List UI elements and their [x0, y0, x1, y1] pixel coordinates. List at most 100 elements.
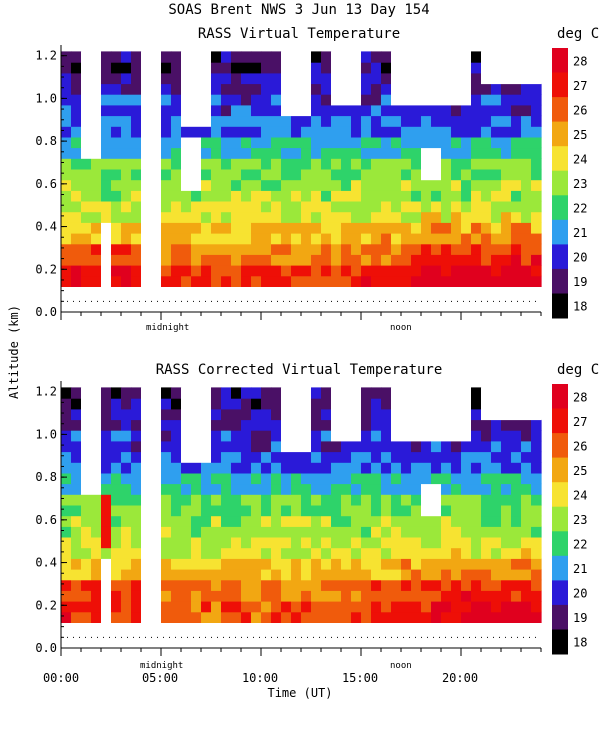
colorbar-label: 25 [573, 128, 587, 142]
contour-cell [511, 579, 522, 591]
contour-cell [81, 104, 92, 117]
contour-cell [421, 611, 432, 623]
contour-cell [451, 62, 462, 74]
contour-cell [121, 569, 132, 581]
contour-cell [171, 136, 182, 149]
contour-cell [381, 72, 392, 85]
contour-cell [331, 398, 342, 410]
contour-cell [431, 483, 442, 495]
contour-cell [161, 126, 172, 138]
contour-cell [191, 536, 202, 549]
contour-cell [461, 558, 472, 570]
contour-cell [121, 222, 132, 234]
contour-cell [341, 536, 352, 549]
contour-cell [221, 115, 232, 127]
contour-cell [61, 601, 72, 613]
contour-cell [511, 440, 522, 453]
contour-cell [221, 590, 232, 602]
contour-cell [511, 136, 522, 149]
contour-cell [241, 440, 252, 453]
contour-cell [411, 211, 422, 223]
contour-cell [91, 483, 102, 495]
contour-cell [291, 590, 302, 602]
contour-cell [261, 590, 272, 602]
contour-cell [191, 62, 202, 74]
contour-cell [211, 590, 222, 602]
contour-cell [271, 472, 282, 485]
contour-cell [161, 408, 172, 421]
contour-cell [311, 200, 322, 213]
contour-cell [121, 275, 132, 287]
contour-cell [161, 504, 172, 517]
contour-cell [401, 440, 412, 453]
contour-cell [221, 222, 232, 234]
contour-cell [291, 387, 302, 399]
contour-cell [391, 243, 402, 255]
contour-cell [161, 536, 172, 549]
contour-cell [291, 200, 302, 213]
contour-cell [511, 72, 522, 85]
contour-cell [271, 611, 282, 623]
colorbar-swatch [552, 293, 568, 319]
contour-cell [491, 430, 502, 442]
contour-cell [471, 472, 482, 485]
contour-cell [131, 504, 142, 517]
contour-cell [451, 243, 462, 255]
contour-cell [171, 94, 182, 106]
contour-cell [141, 547, 152, 559]
contour-cell [391, 168, 402, 181]
contour-cell [201, 536, 212, 549]
contour-cell [331, 504, 342, 517]
contour-cell [161, 611, 172, 623]
contour-cell [91, 569, 102, 581]
colorbar-label: 23 [573, 177, 587, 191]
contour-cell [401, 83, 412, 95]
contour-cell [141, 483, 152, 495]
contour-cell [331, 451, 342, 463]
contour-cell [131, 590, 142, 602]
contour-cell [421, 275, 432, 287]
contour-cell [441, 265, 452, 277]
contour-cell [221, 83, 232, 95]
contour-cell [521, 243, 532, 255]
contour-cell [471, 94, 482, 106]
contour-cell [381, 168, 392, 181]
contour-cell [61, 265, 72, 277]
contour-cell [131, 462, 142, 474]
contour-cell [341, 579, 352, 591]
contour-cell [341, 83, 352, 95]
contour-cell [221, 408, 232, 421]
contour-cell [61, 387, 72, 399]
contour-cell [101, 51, 112, 63]
contour-cell [441, 601, 452, 613]
contour-cell [381, 104, 392, 117]
contour-cell [261, 211, 272, 223]
contour-cell [451, 601, 462, 613]
contour-cell [241, 515, 252, 527]
contour-cell [281, 590, 292, 602]
contour-cell [411, 51, 422, 63]
contour-cell [101, 387, 112, 399]
contour-cell [471, 62, 482, 74]
contour-cell [401, 601, 412, 613]
contour-cell [481, 158, 492, 170]
contour-cell [311, 590, 322, 602]
contour-cell [521, 430, 532, 442]
contour-cell [71, 494, 82, 506]
contour-cell [81, 275, 92, 287]
contour-cell [321, 611, 332, 623]
contour-cell [131, 387, 142, 399]
colorbar-label: 21 [573, 226, 587, 240]
contour-cell [271, 211, 282, 223]
contour-cell [331, 168, 342, 181]
contour-cell [381, 569, 392, 581]
contour-cell [311, 62, 322, 74]
contour-cell [151, 462, 162, 474]
contour-cell [531, 211, 542, 223]
contour-cell [311, 504, 322, 517]
contour-cell [141, 200, 152, 213]
contour-cell [361, 190, 372, 202]
contour-cell [141, 387, 152, 399]
contour-cell [461, 211, 472, 223]
contour-cell [141, 398, 152, 410]
